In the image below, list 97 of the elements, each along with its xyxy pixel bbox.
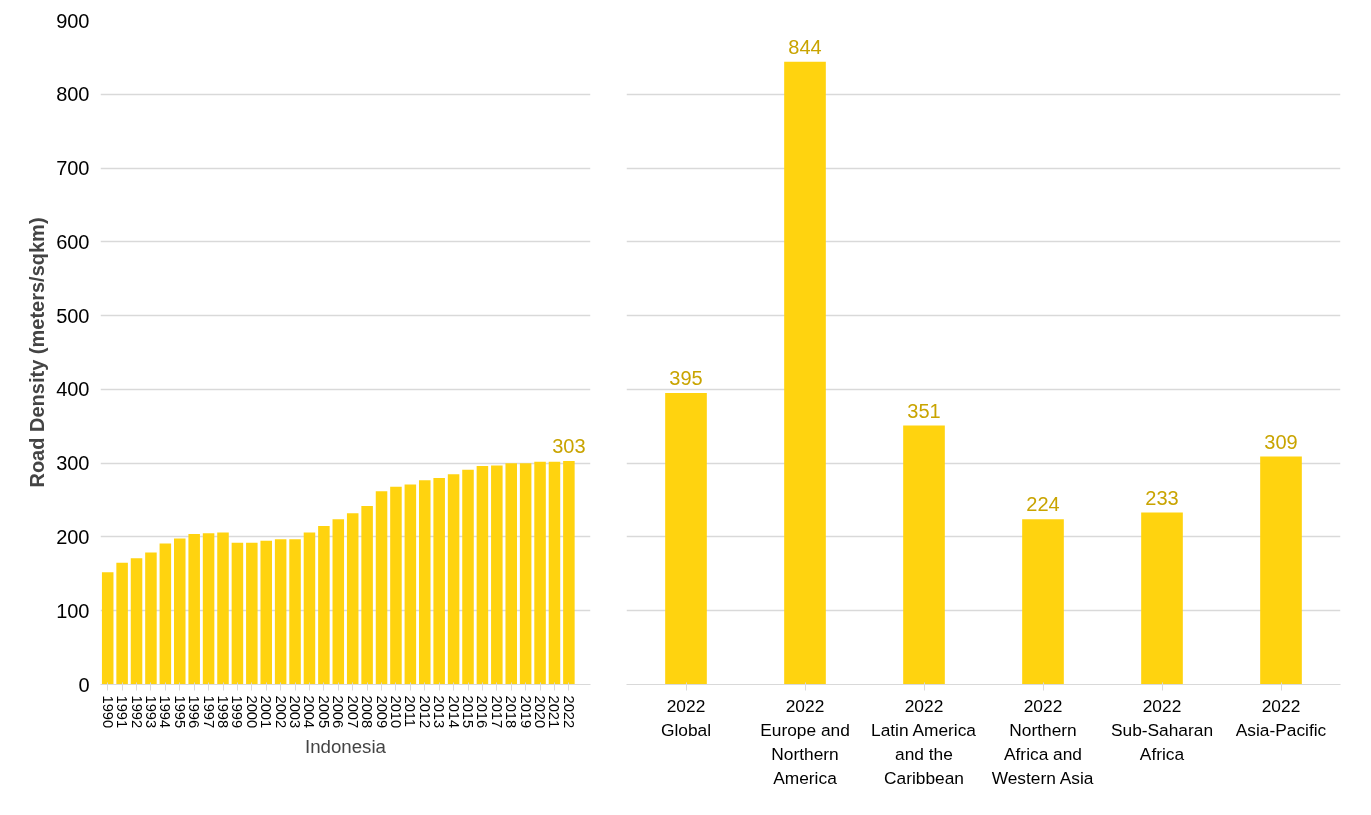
x-tick-label: 1997 bbox=[200, 695, 217, 729]
x-tick-label: 1991 bbox=[114, 695, 131, 729]
bar bbox=[174, 538, 186, 685]
bar bbox=[217, 532, 229, 685]
x-tick-label: 2022 Sub-Saharan Africa bbox=[1110, 695, 1214, 764]
data-label: 351 bbox=[907, 399, 941, 422]
bar bbox=[1141, 512, 1183, 685]
x-tick-label: 2022 Asia-Pacific bbox=[1235, 695, 1327, 740]
x-tick-label: 2004 bbox=[301, 695, 318, 729]
x-tick-label: 2022 Global bbox=[660, 695, 712, 740]
x-tick-label: 2022 Europe and Northern America bbox=[760, 695, 850, 788]
bar bbox=[159, 543, 172, 685]
x-tick-label: 2017 bbox=[488, 695, 505, 729]
bar bbox=[476, 466, 489, 685]
x-tick-label: 2022 Northern Africa and Western Asia bbox=[991, 695, 1094, 788]
bar bbox=[665, 393, 707, 685]
bar bbox=[116, 562, 128, 685]
y-tick-label: 900 bbox=[56, 9, 90, 32]
x-tick-label: 1998 bbox=[215, 695, 231, 729]
x-tick-label: 2011 bbox=[402, 695, 419, 728]
bar bbox=[188, 533, 200, 685]
x-tick-label: 2013 bbox=[431, 695, 448, 729]
y-tick-label: 200 bbox=[56, 525, 90, 548]
y-tick-label: 500 bbox=[56, 304, 90, 327]
data-label: 303 bbox=[552, 434, 586, 457]
bar bbox=[303, 532, 316, 685]
bar bbox=[447, 474, 460, 685]
bar bbox=[404, 484, 417, 685]
bar bbox=[784, 61, 826, 685]
x-tick-label: 2010 bbox=[387, 695, 404, 729]
x-tick-label: 1996 bbox=[186, 695, 203, 729]
y-tick-label: 100 bbox=[56, 599, 90, 622]
x-tick-label: 2008 bbox=[359, 695, 376, 729]
x-tick-label: 2015 bbox=[460, 695, 476, 729]
bar bbox=[145, 552, 157, 685]
bar bbox=[260, 540, 272, 685]
bar bbox=[563, 460, 575, 685]
x-tick-label: 2021 bbox=[546, 695, 563, 729]
bar bbox=[318, 525, 330, 685]
x-tick-label: 2003 bbox=[287, 695, 304, 729]
data-label: 233 bbox=[1145, 486, 1179, 509]
x-axis-title: Indonesia bbox=[305, 736, 387, 758]
y-axis-title: Road Density (meters/sqkm) bbox=[26, 217, 49, 488]
bar bbox=[202, 533, 215, 685]
data-label: 309 bbox=[1264, 430, 1298, 453]
bar bbox=[1022, 519, 1064, 685]
x-tick-label: 1993 bbox=[142, 695, 159, 729]
bar bbox=[130, 558, 143, 685]
x-tick-label: 2009 bbox=[373, 695, 390, 729]
x-tick-label: 2014 bbox=[445, 695, 462, 729]
bar bbox=[390, 486, 402, 685]
x-tick-label: 2019 bbox=[517, 695, 534, 729]
bar bbox=[548, 461, 561, 685]
y-tick-label: 600 bbox=[56, 230, 90, 253]
bar bbox=[433, 477, 445, 685]
x-tick-label: 2020 bbox=[532, 695, 549, 729]
x-tick-label: 1999 bbox=[229, 695, 246, 729]
bar bbox=[231, 542, 244, 685]
bar bbox=[246, 542, 258, 685]
x-tick-label: 2002 bbox=[272, 695, 289, 729]
x-tick-label: 2016 bbox=[474, 695, 491, 729]
bar bbox=[361, 505, 373, 685]
bar bbox=[519, 463, 532, 685]
x-tick-label: 2000 bbox=[243, 695, 260, 729]
bar bbox=[101, 572, 114, 685]
x-tick-label: 1990 bbox=[99, 695, 116, 729]
x-tick-label: 2007 bbox=[344, 695, 361, 729]
x-tick-label: 2005 bbox=[315, 695, 332, 729]
data-label: 844 bbox=[788, 35, 822, 58]
x-tick-label: 2018 bbox=[503, 695, 520, 729]
bar bbox=[289, 539, 301, 685]
y-tick-label: 400 bbox=[56, 378, 90, 401]
bar bbox=[534, 461, 546, 685]
bar bbox=[491, 465, 503, 685]
bar bbox=[332, 519, 345, 685]
x-tick-label: 1995 bbox=[171, 695, 188, 729]
x-tick-label: 2001 bbox=[258, 695, 275, 729]
bar bbox=[1260, 456, 1302, 685]
bar bbox=[346, 513, 359, 685]
x-tick-label: 2022 Latin America and the Caribbean bbox=[871, 695, 977, 788]
y-tick-label: 0 bbox=[78, 673, 90, 696]
y-tick-label: 300 bbox=[56, 452, 90, 475]
data-label: 224 bbox=[1026, 493, 1060, 516]
bar bbox=[375, 491, 388, 685]
x-tick-label: 1994 bbox=[157, 695, 174, 729]
x-tick-label: 2022 bbox=[560, 695, 577, 729]
x-tick-label: 1992 bbox=[128, 695, 145, 729]
x-tick-label: 2012 bbox=[416, 695, 433, 729]
bar bbox=[462, 469, 474, 685]
x-tick-label: 2006 bbox=[330, 695, 347, 729]
bar bbox=[903, 425, 945, 685]
y-tick-label: 800 bbox=[56, 83, 90, 106]
y-tick-label: 700 bbox=[56, 157, 90, 180]
bar bbox=[274, 539, 287, 685]
data-label: 395 bbox=[669, 367, 703, 390]
bar bbox=[505, 463, 517, 685]
bar bbox=[419, 480, 431, 685]
